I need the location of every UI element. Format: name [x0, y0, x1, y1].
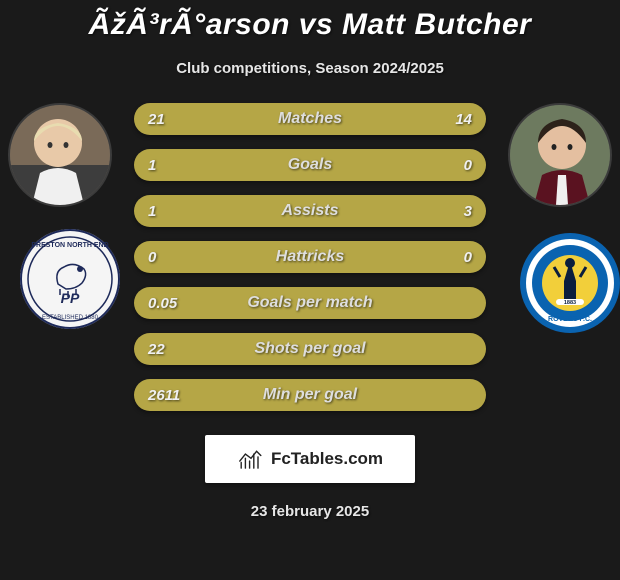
stat-label: Shots per goal: [254, 340, 365, 358]
stat-bars: 21 Matches 14 1 Goals 0 1 Assists 3 0 Ha…: [134, 103, 486, 411]
svg-text:PP: PP: [61, 290, 80, 306]
avatar-placeholder-icon: [10, 105, 110, 205]
crest-icon: PRESTON NORTH END ESTABLISHED 1880 PP: [20, 229, 120, 329]
stat-label: Min per goal: [263, 386, 357, 404]
page-title: ÃžÃ³rÃ°arson vs Matt Butcher: [89, 8, 532, 42]
stat-right-value: 14: [455, 111, 472, 128]
subtitle: Club competitions, Season 2024/2025: [176, 60, 444, 77]
date-label: 23 february 2025: [251, 503, 369, 520]
stat-label: Hattricks: [276, 248, 344, 266]
stat-left-value: 0.05: [148, 295, 177, 312]
stat-bar-goals-per-match: 0.05 Goals per match: [134, 287, 486, 319]
stat-label: Matches: [278, 110, 342, 128]
player-right-avatar: [508, 103, 612, 207]
stat-left-value: 2611: [148, 387, 180, 404]
avatar-placeholder-icon: [510, 105, 610, 205]
comparison-area: PRESTON NORTH END ESTABLISHED 1880 PP BR…: [0, 103, 620, 411]
crest-icon: BRISTOL ROVERS F.C. 1883: [520, 233, 620, 333]
stat-bar-min-per-goal: 2611 Min per goal: [134, 379, 486, 411]
stat-bar-matches: 21 Matches 14: [134, 103, 486, 135]
source-logo: FcTables.com: [205, 435, 415, 483]
stat-label: Goals per match: [247, 294, 372, 312]
stat-label: Assists: [282, 202, 339, 220]
player-left-avatar: [8, 103, 112, 207]
stat-bar-shots-per-goal: 22 Shots per goal: [134, 333, 486, 365]
fctables-icon: [237, 448, 265, 470]
svg-text:BRISTOL: BRISTOL: [555, 248, 586, 255]
club-left-crest: PRESTON NORTH END ESTABLISHED 1880 PP: [20, 229, 120, 329]
svg-text:ESTABLISHED 1880: ESTABLISHED 1880: [42, 315, 99, 321]
source-logo-text: FcTables.com: [271, 449, 383, 469]
infographic-root: ÃžÃ³rÃ°arson vs Matt Butcher Club compet…: [0, 0, 620, 580]
stat-right-value: 0: [464, 157, 472, 174]
stat-label: Goals: [288, 156, 332, 174]
stat-left-value: 1: [148, 157, 156, 174]
svg-text:1883: 1883: [564, 300, 576, 306]
stat-bar-assists: 1 Assists 3: [134, 195, 486, 227]
club-right-crest: BRISTOL ROVERS F.C. 1883: [520, 233, 620, 333]
svg-text:ROVERS F.C.: ROVERS F.C.: [548, 316, 592, 323]
stat-right-value: 0: [464, 249, 472, 266]
stat-left-value: 0: [148, 249, 156, 266]
svg-text:PRESTON NORTH END: PRESTON NORTH END: [31, 242, 108, 249]
stat-left-value: 1: [148, 203, 156, 220]
stat-right-value: 3: [464, 203, 472, 220]
stat-left-value: 22: [148, 341, 165, 358]
stat-left-value: 21: [148, 111, 165, 128]
stat-bar-hattricks: 0 Hattricks 0: [134, 241, 486, 273]
stat-bar-goals: 1 Goals 0: [134, 149, 486, 181]
